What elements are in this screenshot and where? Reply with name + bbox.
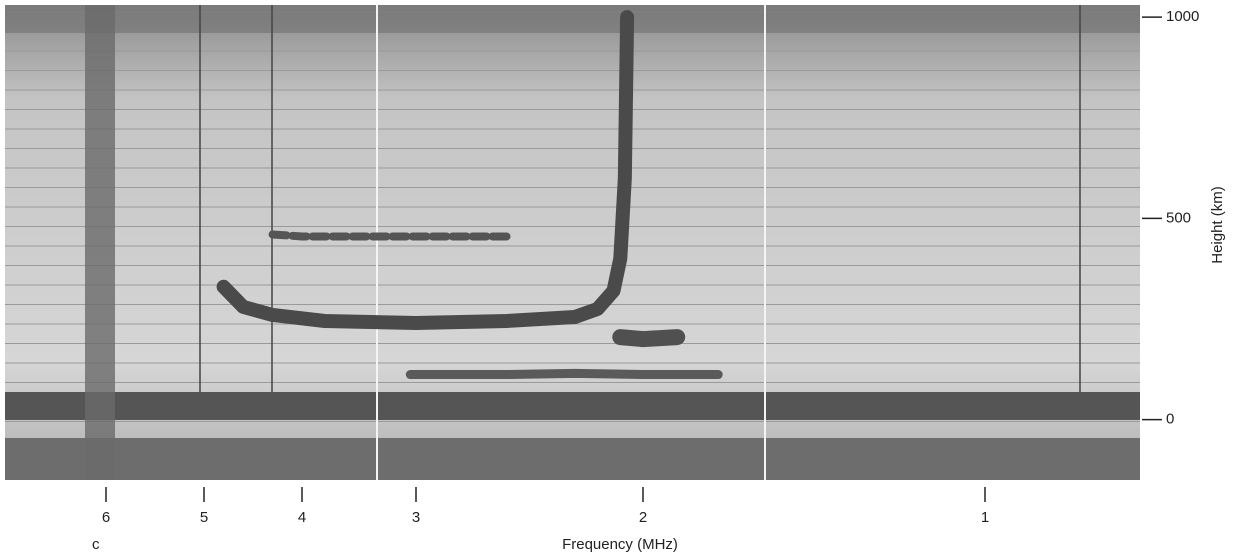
echo-trace: [216, 10, 635, 331]
y-tick-label: 0: [1166, 411, 1174, 428]
x-tick-label: 4: [298, 509, 306, 526]
y-tick-label: 500: [1166, 209, 1191, 226]
echo-trace: [268, 230, 511, 241]
corner-label: c: [92, 536, 100, 553]
x-tick-label: 2: [639, 509, 647, 526]
film-texture: [5, 5, 1140, 480]
dark-band: [5, 438, 1140, 480]
x-axis-label: Frequency (MHz): [562, 536, 678, 553]
x-tick-label: 5: [200, 509, 208, 526]
echo-trace: [612, 329, 686, 348]
dark-band: [5, 392, 1140, 420]
dark-band: [5, 5, 1140, 33]
noise-stripe: [85, 5, 115, 480]
x-tick-label: 1: [981, 509, 989, 526]
echo-trace: [405, 368, 723, 380]
x-tick-label: 6: [102, 509, 110, 526]
x-tick-label: 3: [412, 509, 420, 526]
y-axis-label: Height (km): [1209, 186, 1226, 264]
y-tick-label: 1000: [1166, 8, 1199, 25]
